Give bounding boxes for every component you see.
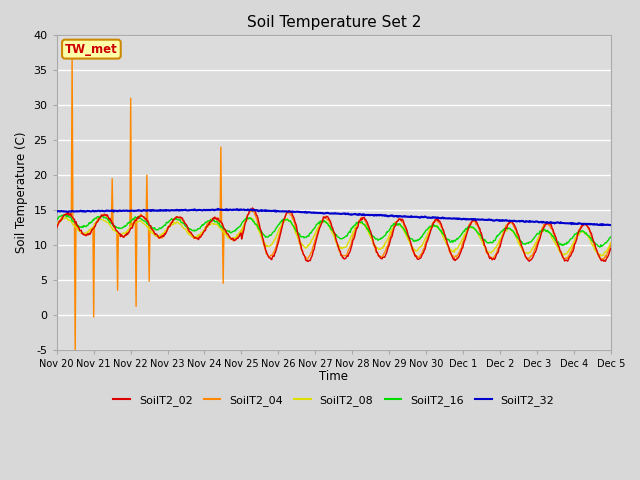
Legend: SoilT2_02, SoilT2_04, SoilT2_08, SoilT2_16, SoilT2_32: SoilT2_02, SoilT2_04, SoilT2_08, SoilT2_…	[109, 390, 559, 410]
SoilT2_32	[418, 214, 426, 219]
SoilT2_04	[72, 350, 79, 356]
SoilT2_04	[403, 228, 410, 234]
SoilT2_08	[402, 232, 410, 238]
SoilT2_08	[597, 253, 605, 259]
SoilT2_32	[598, 222, 606, 228]
SoilT2_04	[122, 232, 129, 238]
SoilT2_32	[120, 208, 127, 214]
SoilT2_08	[53, 221, 61, 227]
SoilT2_16	[53, 216, 61, 222]
SoilT2_04	[207, 216, 214, 222]
SoilT2_16	[177, 219, 184, 225]
SoilT2_04	[178, 217, 186, 223]
SoilT2_02	[176, 214, 184, 220]
Y-axis label: Soil Temperature (C): Soil Temperature (C)	[15, 132, 28, 253]
SoilT2_16	[206, 217, 214, 223]
SoilT2_16	[61, 212, 68, 218]
Title: Soil Temperature Set 2: Soil Temperature Set 2	[246, 15, 421, 30]
SoilT2_08	[63, 216, 71, 222]
SoilT2_02	[607, 245, 614, 251]
SoilT2_32	[176, 208, 184, 214]
SoilT2_32	[607, 222, 614, 228]
SoilT2_02	[53, 225, 61, 231]
SoilT2_16	[402, 229, 410, 235]
SoilT2_08	[121, 231, 129, 237]
SoilT2_04	[53, 224, 61, 230]
SoilT2_04	[419, 248, 427, 254]
SoilT2_02	[63, 211, 70, 216]
SoilT2_32	[63, 209, 70, 215]
Line: SoilT2_04: SoilT2_04	[57, 53, 611, 353]
Line: SoilT2_02: SoilT2_02	[57, 208, 611, 262]
SoilT2_32	[402, 214, 410, 219]
SoilT2_08	[418, 243, 426, 249]
Text: TW_met: TW_met	[65, 43, 118, 56]
SoilT2_32	[205, 207, 213, 213]
SoilT2_04	[607, 242, 614, 248]
SoilT2_02	[419, 251, 427, 257]
SoilT2_32	[53, 208, 61, 214]
SoilT2_16	[596, 244, 604, 250]
SoilT2_02	[304, 259, 312, 264]
SoilT2_02	[248, 205, 256, 211]
SoilT2_02	[205, 221, 213, 227]
X-axis label: Time: Time	[319, 370, 348, 383]
Line: SoilT2_16: SoilT2_16	[57, 215, 611, 247]
SoilT2_16	[418, 234, 426, 240]
SoilT2_32	[214, 206, 221, 212]
Line: SoilT2_08: SoilT2_08	[57, 217, 611, 256]
SoilT2_16	[63, 213, 71, 218]
SoilT2_02	[403, 227, 410, 232]
SoilT2_08	[63, 215, 70, 220]
SoilT2_04	[68, 50, 76, 56]
SoilT2_04	[63, 211, 70, 216]
SoilT2_08	[607, 240, 614, 246]
SoilT2_16	[121, 223, 129, 228]
Line: SoilT2_32: SoilT2_32	[57, 209, 611, 225]
SoilT2_08	[206, 222, 214, 228]
SoilT2_16	[607, 234, 614, 240]
SoilT2_02	[120, 234, 127, 240]
SoilT2_08	[177, 221, 184, 227]
